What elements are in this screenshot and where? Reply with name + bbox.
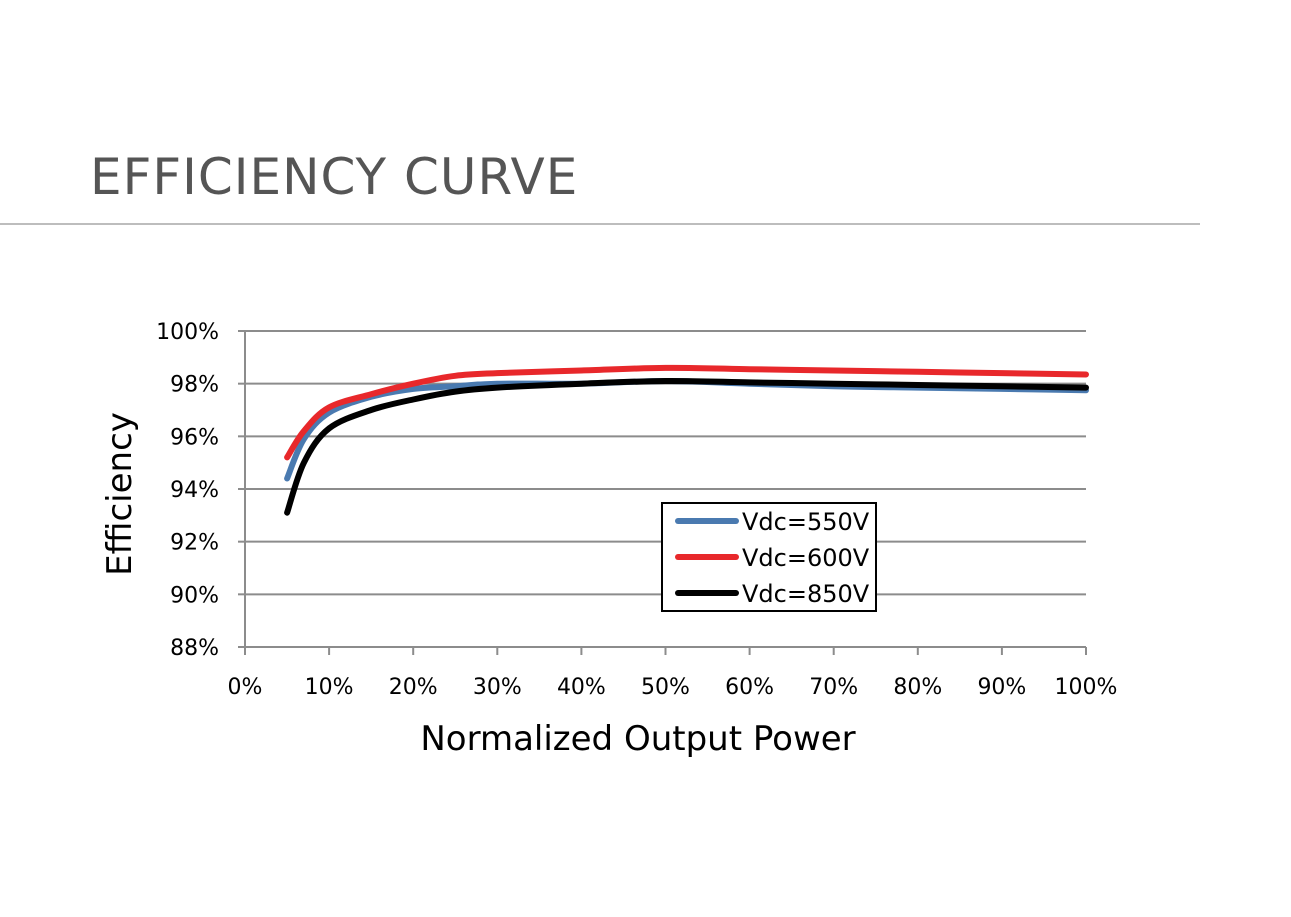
x-tick-label: 70% [809, 675, 858, 700]
x-tick-label: 20% [389, 675, 438, 700]
x-tick-label: 40% [557, 675, 606, 700]
y-tick-label: 94% [170, 478, 219, 503]
legend-label: Vdc=550V [742, 508, 870, 536]
x-tick-label: 10% [305, 675, 354, 700]
title-divider [0, 223, 1200, 225]
y-tick-label: 90% [170, 583, 219, 608]
y-tick-label: 98% [170, 373, 219, 398]
x-tick-label: 30% [473, 675, 522, 700]
x-tick-label: 90% [977, 675, 1026, 700]
y-tick-labels: 88% 90% 92% 94% 96% 98% 100% [156, 320, 219, 661]
series-line-0 [284, 378, 1089, 482]
x-tick-label: 80% [893, 675, 942, 700]
x-tick-label: 50% [641, 675, 690, 700]
y-axis-label: Efficiency [100, 412, 140, 576]
chart-axes [238, 330, 1087, 655]
x-axis-label: Normalized Output Power [420, 719, 855, 759]
page-title: EFFICIENCY CURVE [90, 148, 579, 206]
x-tick-label: 60% [725, 675, 774, 700]
x-tick-labels: 0% 10% 20% 30% 40% 50% 60% 70% 80% 90% 100% [228, 675, 1118, 700]
x-tick-label: 0% [228, 675, 263, 700]
y-tick-label: 88% [170, 636, 219, 661]
legend-label: Vdc=600V [742, 544, 870, 572]
y-tick-label: 100% [156, 320, 219, 345]
y-tick-label: 96% [170, 425, 219, 450]
series-lines [284, 364, 1089, 516]
chart-legend: Vdc=550V Vdc=600V Vdc=850V [661, 502, 877, 612]
series-line-2 [284, 377, 1089, 516]
y-tick-label: 92% [170, 531, 219, 556]
x-tick-label: 100% [1055, 675, 1118, 700]
series-line-1 [284, 364, 1089, 461]
legend-label: Vdc=850V [742, 580, 870, 608]
